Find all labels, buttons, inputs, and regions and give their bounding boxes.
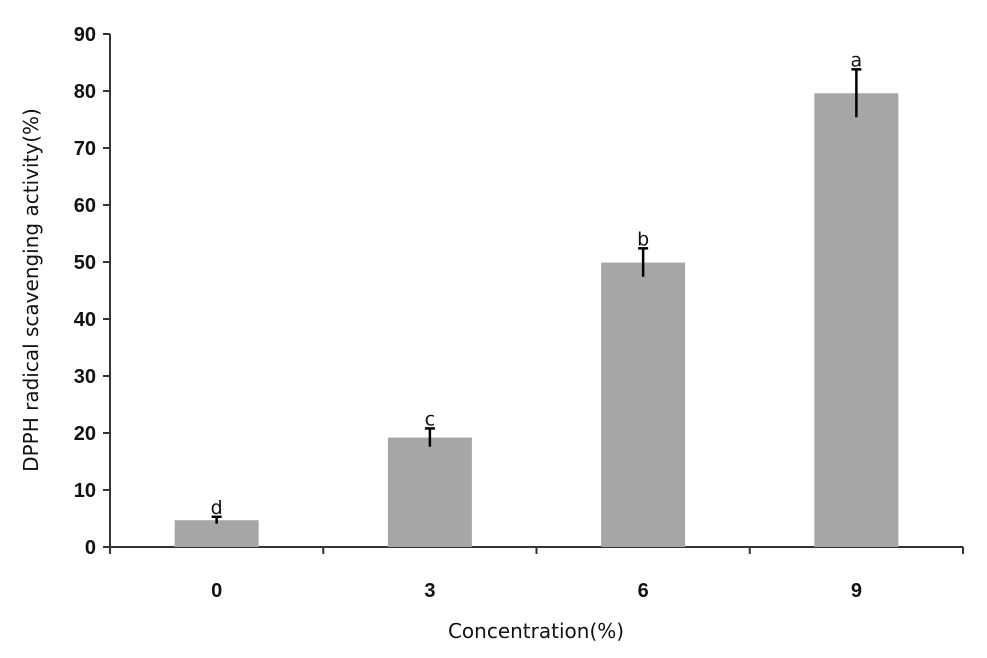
x-axis-title: Concentration(%) xyxy=(448,619,624,643)
x-tick-label: 3 xyxy=(424,580,435,602)
bar xyxy=(601,262,686,547)
bars: d c b a xyxy=(174,49,899,547)
y-tick-label: 10 xyxy=(74,480,96,502)
x-tick-label: 9 xyxy=(851,580,862,602)
significance-label: d xyxy=(211,497,223,519)
y-tick-label: 90 xyxy=(74,24,96,46)
significance-label: c xyxy=(425,408,435,430)
significance-label: b xyxy=(637,228,649,250)
significance-label: a xyxy=(851,49,863,71)
y-tick-label: 50 xyxy=(74,252,96,274)
y-axis-title: DPPH radical scavenging activity(%) xyxy=(19,108,43,472)
x-axis: 0 3 6 9 xyxy=(109,546,964,602)
y-tick-label: 0 xyxy=(85,537,96,559)
y-tick-label: 60 xyxy=(74,195,96,217)
bar xyxy=(174,520,259,547)
y-tick-label: 70 xyxy=(74,138,96,160)
bar xyxy=(387,437,472,547)
y-axis: 0 10 20 30 40 50 60 70 80 90 xyxy=(74,24,111,559)
x-tick-label: 6 xyxy=(638,580,649,602)
y-tick-label: 80 xyxy=(74,81,96,103)
y-tick-label: 40 xyxy=(74,309,96,331)
y-tick-label: 20 xyxy=(74,423,96,445)
y-tick-label: 30 xyxy=(74,366,96,388)
bar xyxy=(814,93,899,547)
x-tick-label: 0 xyxy=(211,580,222,602)
